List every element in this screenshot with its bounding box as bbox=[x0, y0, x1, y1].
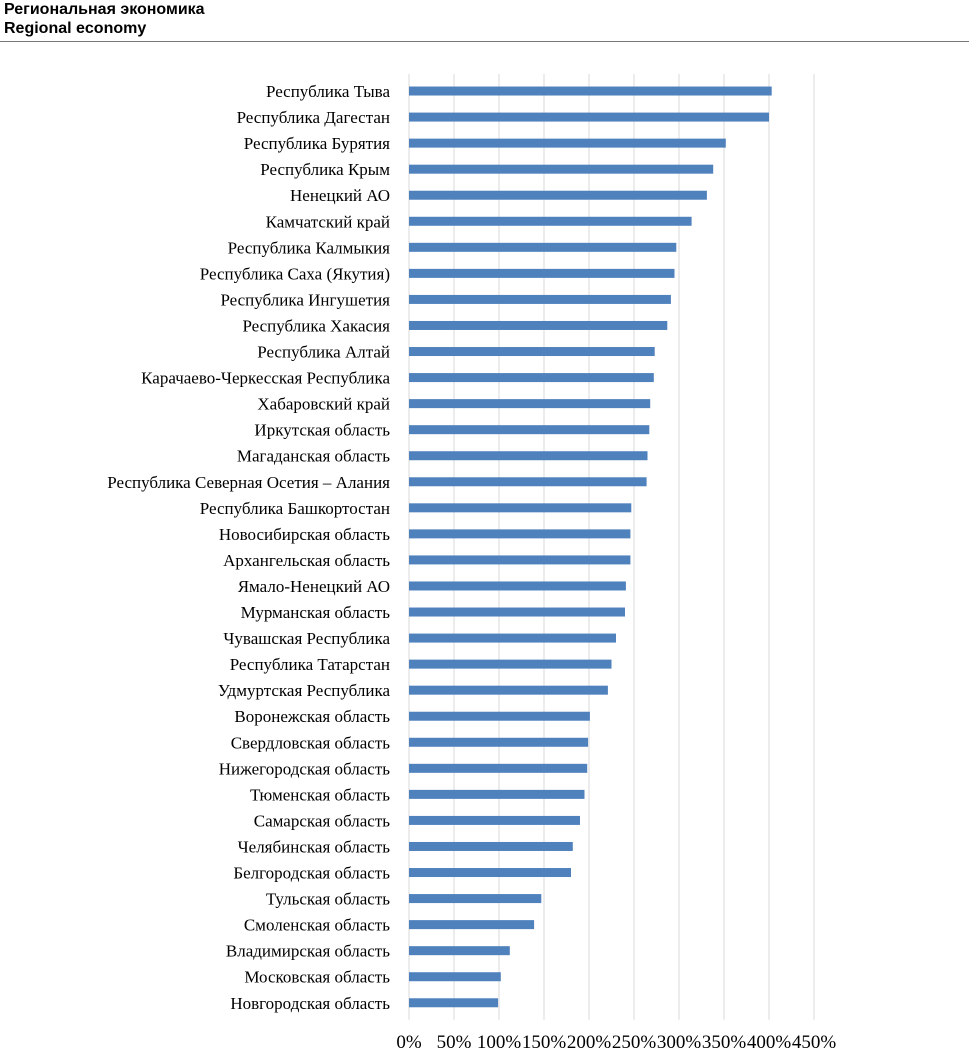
category-label: Республика Калмыкия bbox=[228, 238, 391, 257]
category-label: Республика Татарстан bbox=[230, 655, 390, 674]
bar bbox=[409, 503, 632, 513]
category-label: Карачаево-Черкесская Республика bbox=[141, 369, 390, 388]
bar bbox=[409, 477, 647, 487]
category-label: Челябинская область bbox=[238, 837, 391, 856]
bar bbox=[409, 555, 631, 565]
x-tick-label: 350% bbox=[702, 1032, 747, 1049]
category-label: Чувашская Республика bbox=[223, 629, 390, 648]
category-label: Новгородская область bbox=[230, 994, 390, 1013]
bar bbox=[409, 998, 499, 1008]
category-label: Московская область bbox=[244, 968, 390, 987]
x-tick-label: 300% bbox=[657, 1032, 702, 1049]
bar bbox=[409, 633, 616, 643]
x-tick-label: 250% bbox=[612, 1032, 657, 1049]
bar bbox=[409, 320, 668, 330]
x-tick-label: 100% bbox=[477, 1032, 522, 1049]
bar bbox=[409, 789, 585, 799]
category-label: Республика Башкортостан bbox=[200, 499, 390, 518]
category-label: Смоленская область bbox=[244, 916, 390, 935]
category-label: Иркутская область bbox=[254, 421, 390, 440]
bar bbox=[409, 373, 654, 383]
bar bbox=[409, 711, 590, 721]
bar bbox=[409, 242, 677, 252]
category-label: Ненецкий АО bbox=[290, 186, 390, 205]
category-label: Республика Бурятия bbox=[244, 134, 390, 153]
x-tick-label: 50% bbox=[437, 1032, 472, 1049]
bar bbox=[409, 138, 726, 148]
bar bbox=[409, 268, 675, 278]
bar bbox=[409, 164, 714, 174]
header-title-en: Regional economy bbox=[4, 20, 147, 37]
bar bbox=[409, 841, 573, 851]
bar bbox=[409, 347, 655, 357]
category-label: Нижегородская область bbox=[219, 759, 391, 778]
category-label: Хабаровский край bbox=[257, 395, 390, 414]
category-label: Владимирская область bbox=[226, 942, 390, 961]
bar bbox=[409, 972, 501, 982]
category-label: Республика Ингушетия bbox=[220, 290, 390, 309]
bar bbox=[409, 763, 588, 773]
page-header: Региональная экономика Regional economy bbox=[4, 0, 205, 38]
header-divider bbox=[0, 41, 969, 42]
bar bbox=[409, 659, 612, 669]
header-title-ru: Региональная экономика bbox=[4, 1, 205, 18]
category-label: Республика Саха (Якутия) bbox=[200, 264, 390, 283]
x-tick-label: 400% bbox=[747, 1032, 792, 1049]
category-label: Республика Хакасия bbox=[242, 316, 390, 335]
category-label: Ямало-Ненецкий АО bbox=[238, 577, 390, 596]
bar bbox=[409, 399, 651, 409]
category-label: Удмуртская Республика bbox=[218, 681, 391, 700]
bar bbox=[409, 216, 692, 226]
category-label: Республика Северная Осетия – Алания bbox=[107, 473, 390, 492]
category-label: Архангельская область bbox=[223, 551, 390, 570]
x-tick-label: 450% bbox=[792, 1032, 837, 1049]
category-label: Республика Дагестан bbox=[237, 108, 390, 127]
bar bbox=[409, 920, 535, 930]
bar bbox=[409, 86, 772, 96]
x-tick-label: 150% bbox=[522, 1032, 567, 1049]
bar bbox=[409, 607, 625, 617]
category-label: Свердловская область bbox=[231, 733, 391, 752]
bar bbox=[409, 946, 510, 956]
category-label: Республика Алтай bbox=[257, 343, 390, 362]
category-label: Новосибирская область bbox=[219, 525, 390, 544]
bar bbox=[409, 294, 671, 304]
category-label: Воронежская область bbox=[234, 707, 390, 726]
category-label: Республика Тыва bbox=[266, 82, 390, 101]
category-label: Республика Крым bbox=[260, 160, 390, 179]
bar bbox=[409, 581, 626, 591]
category-label: Камчатский край bbox=[266, 212, 390, 231]
bar bbox=[409, 894, 542, 904]
category-label: Тульская область bbox=[266, 890, 390, 909]
bar bbox=[409, 815, 580, 825]
bar bbox=[409, 112, 769, 122]
x-tick-label: 200% bbox=[567, 1032, 612, 1049]
bar bbox=[409, 737, 589, 747]
bar bbox=[409, 685, 608, 695]
bar bbox=[409, 425, 650, 435]
category-label: Тюменская область bbox=[250, 785, 390, 804]
x-tick-label: 0% bbox=[396, 1032, 422, 1049]
bar bbox=[409, 451, 648, 461]
bar bbox=[409, 868, 571, 878]
category-label: Самарская область bbox=[254, 811, 390, 830]
category-label: Магаданская область bbox=[237, 447, 390, 466]
category-label: Белгородская область bbox=[233, 864, 390, 883]
bar bbox=[409, 529, 631, 539]
category-label: Мурманская область bbox=[241, 603, 391, 622]
bar bbox=[409, 190, 707, 200]
